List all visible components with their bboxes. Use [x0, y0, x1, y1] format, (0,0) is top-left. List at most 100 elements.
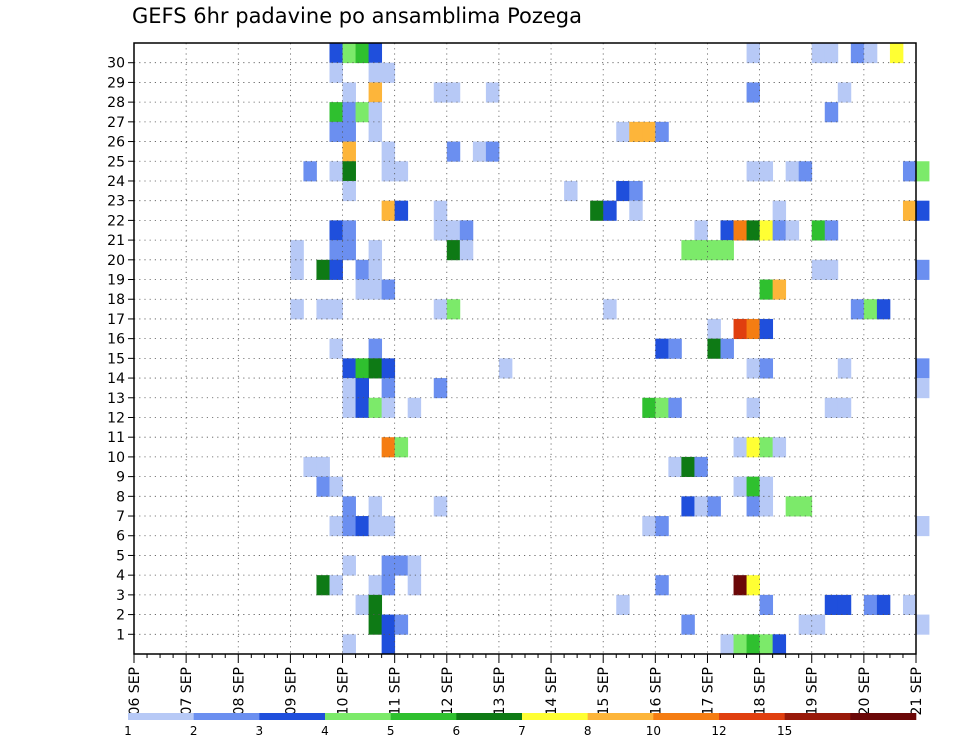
heatmap-cell	[824, 43, 839, 64]
heatmap-cell	[733, 634, 747, 655]
y-tick-label: 23	[107, 194, 125, 210]
y-tick-label: 8	[116, 489, 125, 505]
heatmap-cell	[342, 220, 356, 241]
heatmap-cell	[746, 358, 760, 379]
heatmap-cell	[772, 279, 787, 300]
heatmap-cell	[355, 358, 369, 379]
heatmap-cell	[746, 161, 760, 182]
y-tick-label: 18	[107, 292, 125, 308]
colorbar: 1 2 3 4 5 6 7 8 10 12 15	[124, 713, 917, 738]
x-tick-label: 17 SEP	[700, 667, 716, 715]
heatmap-cell	[433, 299, 448, 320]
y-tick-label: 12	[107, 410, 125, 426]
heatmap-cell	[381, 161, 396, 182]
heatmap-cell	[342, 121, 356, 142]
heatmap-cell	[329, 161, 343, 182]
heatmap-cell	[863, 299, 878, 320]
heatmap-cell	[381, 516, 396, 537]
heatmap-cell	[694, 496, 708, 517]
heatmap-cell	[746, 397, 760, 418]
heatmap-cell	[694, 456, 708, 478]
heatmap-cell	[342, 397, 356, 418]
heatmap-cell	[837, 82, 852, 103]
heatmap-cell	[368, 62, 383, 83]
heatmap-cell	[759, 496, 774, 517]
heatmap-cell	[329, 220, 343, 241]
heatmap-cell	[472, 141, 487, 162]
heatmap-cell	[316, 476, 330, 497]
heatmap-cell	[342, 634, 356, 655]
heatmap-cell	[290, 240, 304, 261]
heatmap-cell	[733, 575, 747, 596]
heatmap-cell	[355, 516, 369, 537]
heatmap-cell	[342, 555, 356, 576]
heatmap-cell	[368, 121, 383, 142]
heatmap-cell	[329, 516, 343, 537]
y-tick-label: 19	[107, 273, 125, 289]
heatmap-cell	[902, 161, 917, 182]
y-tick-label: 14	[107, 371, 125, 387]
colorbar-swatch	[522, 713, 588, 720]
heatmap-cell	[446, 141, 461, 162]
y-tick-label: 7	[116, 509, 125, 525]
heatmap-cell	[290, 259, 304, 280]
heatmap-cell	[824, 102, 839, 123]
heatmap-cell	[616, 180, 630, 202]
heatmap-cell	[342, 378, 356, 399]
heatmap-cell	[329, 240, 343, 261]
heatmap-cell	[381, 200, 396, 221]
heatmap-cell	[564, 180, 578, 202]
heatmap-cell	[342, 180, 356, 202]
heatmap-cell	[642, 397, 656, 418]
heatmap-cell	[368, 102, 383, 123]
heatmap-cell	[850, 43, 865, 64]
heatmap-cell	[368, 594, 383, 615]
x-tick-label: 18 SEP	[753, 667, 769, 715]
colorbar-swatch	[784, 713, 851, 720]
heatmap-cell	[733, 318, 747, 340]
colorbar-label: 12	[711, 724, 726, 738]
x-tick-label: 14 SEP	[544, 667, 560, 715]
x-tick-label: 13 SEP	[492, 667, 508, 715]
heatmap-cell	[381, 279, 396, 300]
heatmap-cell	[290, 299, 304, 320]
heatmap-cell	[629, 200, 643, 221]
heatmap-cell	[785, 220, 800, 241]
heatmap-cell	[681, 614, 695, 635]
colorbar-label: 4	[321, 724, 329, 738]
heatmap-cell	[785, 496, 800, 517]
heatmap-cell	[368, 614, 383, 635]
heatmap-cell	[629, 180, 643, 202]
heatmap-cell	[303, 456, 317, 478]
heatmap-cell	[772, 200, 787, 221]
heatmap-cell	[720, 220, 734, 241]
heatmap-cell	[381, 62, 396, 83]
x-tick-label: 12 SEP	[440, 667, 456, 715]
heatmap-cell	[381, 437, 396, 458]
colorbar-swatch	[128, 713, 194, 720]
heatmap-cell	[824, 397, 839, 418]
heatmap-cell	[902, 594, 917, 615]
heatmap-cell	[811, 43, 826, 64]
heatmap-cell	[681, 496, 695, 517]
heatmap-cell	[759, 220, 774, 241]
heatmap-cell	[759, 358, 774, 379]
y-tick-label: 13	[107, 391, 125, 407]
y-tick-label: 29	[107, 75, 125, 91]
heatmap-cell	[342, 161, 356, 182]
heatmap-cell	[603, 299, 617, 320]
y-tick-label: 20	[107, 253, 125, 269]
heatmap-cell	[759, 634, 774, 655]
y-axis: 1234567891011121314151617181920212223242…	[107, 56, 134, 643]
colorbar-swatch	[653, 713, 720, 720]
y-tick-label: 6	[116, 529, 125, 545]
heatmap-cell	[394, 614, 409, 635]
heatmap-cell	[772, 437, 787, 458]
heatmap-cell	[759, 279, 774, 300]
y-tick-label: 11	[107, 430, 125, 446]
heatmap-cell	[720, 240, 734, 261]
heatmap-cell	[329, 476, 343, 497]
x-tick-label: 09 SEP	[283, 667, 299, 715]
heatmap-cell	[916, 614, 930, 635]
y-tick-label: 9	[116, 470, 125, 486]
